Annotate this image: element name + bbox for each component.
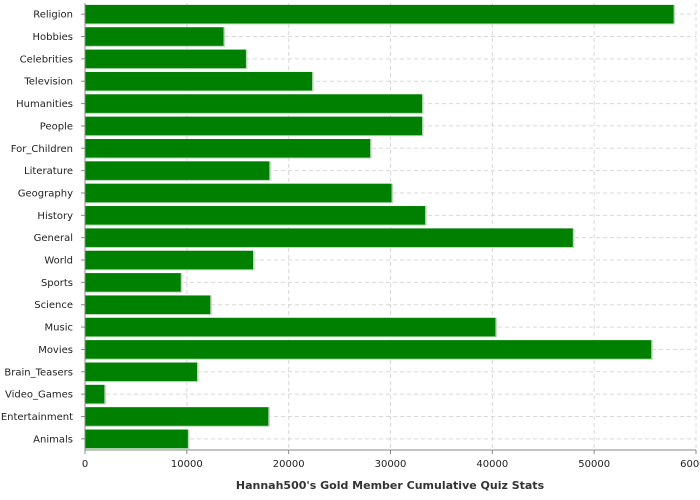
bar — [85, 206, 426, 225]
y-tick-label: Entertainment — [1, 412, 73, 423]
axes: 0 10000 20000 30000 40000 50000 60000 Religion H… — [1, 3, 700, 470]
y-tick-label: Religion — [33, 10, 73, 21]
bar — [85, 183, 392, 203]
y-tick-label: World — [44, 256, 73, 267]
y-tick-label: Music — [45, 323, 73, 334]
bar — [85, 407, 269, 426]
bar — [85, 138, 371, 158]
bar — [85, 116, 423, 136]
bar — [85, 4, 674, 24]
y-tick-label: History — [37, 211, 73, 222]
y-tick-label: Animals — [33, 434, 73, 445]
y-tick-label: Humanities — [16, 99, 73, 110]
bar — [85, 49, 246, 69]
y-tick-label: Hobbies — [33, 32, 73, 43]
bars — [85, 4, 676, 450]
bar — [85, 362, 198, 382]
x-axis-title: Hannah500's Gold Member Cumulative Quiz … — [236, 479, 545, 492]
x-tick-label: 60000 — [680, 459, 700, 470]
y-tick-label: General — [34, 233, 73, 244]
y-tick-label: Geography — [18, 188, 73, 199]
y-tick-label: Celebrities — [20, 54, 73, 65]
y-tick-label: For_Children — [11, 144, 73, 155]
x-tick-label: 30000 — [375, 459, 407, 470]
y-tick-label: Sports — [41, 278, 73, 289]
grid — [85, 3, 697, 450]
x-tick-label: 0 — [82, 459, 88, 470]
bar — [85, 161, 270, 180]
y-tick-label: Movies — [38, 345, 73, 356]
y-tick-label: Science — [34, 300, 73, 311]
bar — [85, 94, 423, 113]
bar — [85, 71, 313, 91]
bar — [85, 228, 573, 247]
bar — [85, 295, 211, 315]
bar — [85, 27, 224, 46]
x-tick-label: 50000 — [578, 459, 610, 470]
y-tick-label: Literature — [24, 166, 73, 177]
x-tick-label: 10000 — [171, 459, 203, 470]
y-tick-label: People — [40, 121, 73, 132]
bar — [85, 317, 496, 337]
bar — [85, 429, 188, 449]
bar — [85, 384, 105, 404]
y-tick-label: Video_Games — [5, 390, 73, 401]
y-tick-label: Brain_Teasers — [4, 367, 73, 378]
bar — [85, 340, 652, 359]
x-tick-label: 20000 — [273, 459, 305, 470]
bar — [85, 250, 254, 270]
bar — [85, 273, 181, 292]
y-tick-label: Television — [23, 77, 73, 88]
x-tick-label: 40000 — [476, 459, 508, 470]
